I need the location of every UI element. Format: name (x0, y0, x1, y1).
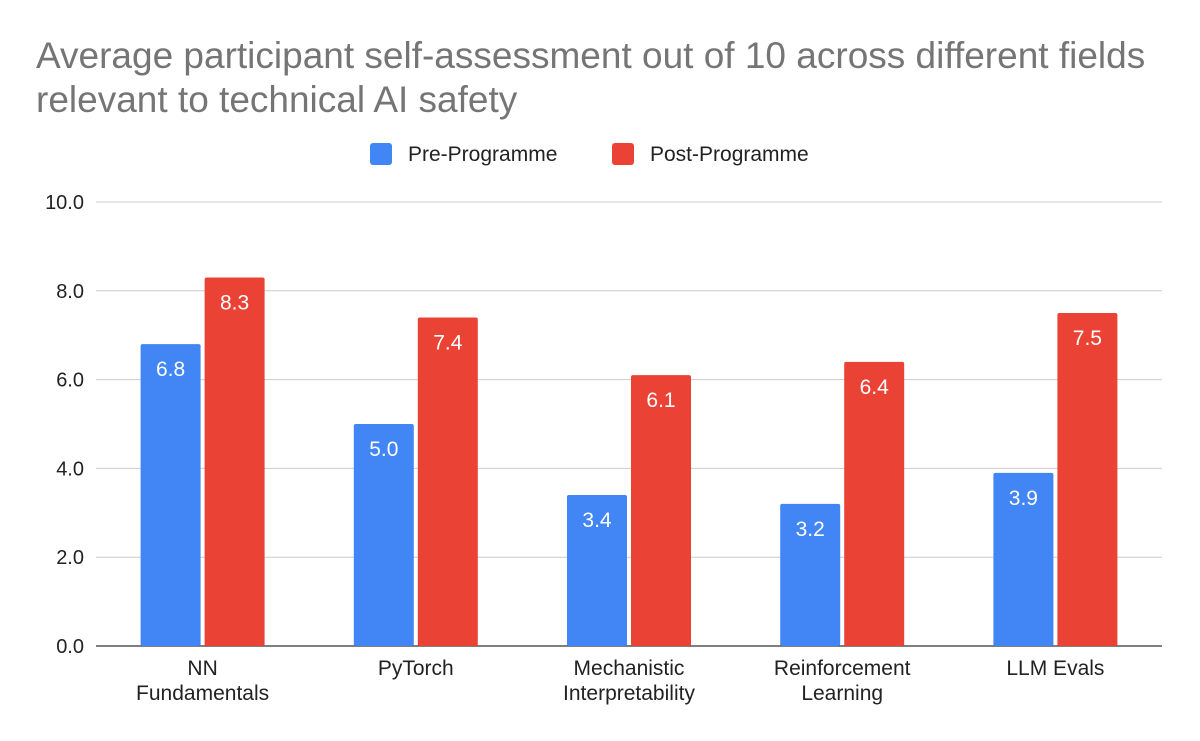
y-tick-label: 2.0 (56, 547, 84, 569)
y-tick-label: 8.0 (56, 281, 84, 303)
legend-swatch-post (612, 143, 634, 165)
bar-post-2 (631, 375, 691, 646)
x-tick-label: PyTorch (378, 657, 454, 680)
data-label: 3.2 (796, 518, 825, 541)
x-tick-label: LLM Evals (1006, 657, 1104, 680)
legend: Pre-Programme Post-Programme (370, 143, 809, 166)
bar-pre-0 (140, 344, 201, 646)
bars: 6.8 8.3 5.0 7.4 3.4 6.1 3.2 6.4 3.9 7.5 (140, 277, 1118, 646)
legend-label-post: Post-Programme (650, 143, 809, 166)
legend-label-pre: Pre-Programme (408, 143, 557, 166)
y-axis: 0.0 2.0 4.0 6.0 8.0 10.0 (45, 192, 84, 658)
legend-swatch-pre (370, 143, 392, 165)
x-tick-label: Interpretability (563, 682, 695, 705)
x-tick-label: Learning (801, 682, 883, 705)
data-label: 5.0 (369, 438, 398, 461)
y-tick-label: 4.0 (56, 458, 84, 480)
bar-pre-3 (780, 503, 841, 646)
bar-pre-1 (353, 424, 414, 646)
bar-pre-4 (993, 472, 1054, 646)
y-tick-label: 10.0 (45, 192, 84, 214)
x-tick-label: Fundamentals (136, 682, 269, 705)
bar-pre-2 (567, 495, 627, 646)
chart-title: Average participant self-assessment out … (36, 35, 1146, 120)
bar-post-4 (1057, 313, 1118, 646)
data-label: 8.3 (220, 291, 249, 314)
data-label: 3.4 (582, 509, 612, 532)
bar-post-0 (204, 277, 265, 646)
bar-post-3 (844, 361, 905, 646)
data-label: 6.4 (860, 376, 890, 399)
data-label: 6.1 (646, 389, 675, 412)
gridlines (96, 201, 1162, 647)
bar-post-1 (417, 317, 478, 646)
x-tick-label: Mechanistic (574, 657, 685, 680)
y-tick-label: 0.0 (56, 636, 84, 658)
x-tick-label: NN (187, 657, 217, 680)
data-label: 3.9 (1009, 487, 1038, 510)
x-tick-label: Reinforcement (774, 657, 911, 680)
y-tick-label: 6.0 (56, 370, 84, 392)
data-label: 7.4 (433, 331, 463, 354)
data-label: 7.5 (1073, 327, 1102, 350)
data-label: 6.8 (156, 358, 185, 381)
